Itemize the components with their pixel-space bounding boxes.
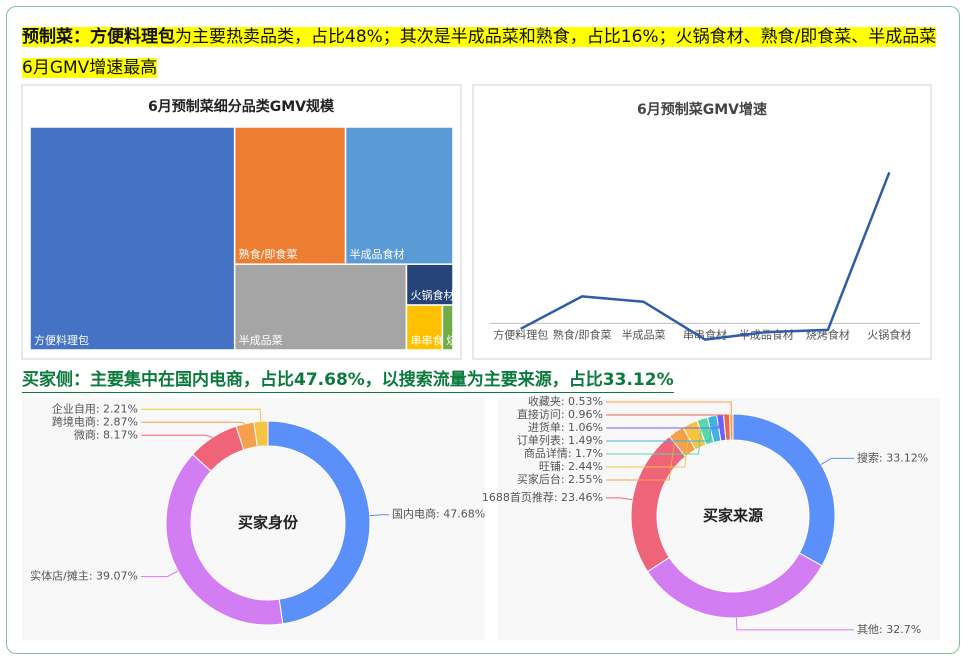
leader-line [141, 434, 213, 438]
treemap-cell [405, 304, 444, 351]
leader-line [141, 408, 262, 422]
x-tick-label: 熟食/即食菜 [553, 327, 612, 341]
donut-title: 买家身份 [238, 514, 299, 532]
leader-line [141, 570, 179, 578]
data-label: 进货单: 1.06% [528, 420, 603, 434]
treemap-label: 串串食材 [410, 333, 454, 347]
frame [6, 6, 960, 654]
data-label: 1688首页推荐: 23.46% [482, 490, 603, 504]
leader-line [820, 457, 854, 465]
x-tick-label: 方便料理包 [493, 327, 548, 341]
treemap-label: 烧烤食材 [446, 333, 490, 347]
leader-line [606, 401, 732, 415]
treemap-cell [29, 126, 236, 351]
chart-title: 6月预制菜细分品类GMV规模 [148, 98, 335, 115]
data-label: 买家后台: 2.55% [517, 472, 603, 486]
data-label: 实体店/摊主: 39.07% [30, 569, 138, 583]
data-label: 其他: 32.7% [857, 623, 921, 636]
data-label: 国内电商: 47.68% [392, 507, 485, 521]
data-label: 搜索: 33.12% [857, 450, 928, 464]
leader-line [369, 514, 389, 517]
x-tick-label: 半成品菜 [622, 327, 666, 341]
treemap-label: 半成品食材 [350, 247, 405, 261]
data-label: 旺铺: 2.44% [539, 460, 603, 473]
treemap-cell [233, 263, 408, 351]
treemap-label: 半成品菜 [239, 333, 283, 347]
leader-line [735, 617, 854, 631]
leader-line [606, 423, 691, 468]
treemap-cell [441, 304, 454, 351]
data-label: 跨境电商: 2.87% [52, 414, 138, 428]
data-label: 商品详情: 1.7% [524, 446, 603, 460]
treemap-label: 方便料理包 [34, 333, 89, 347]
data-label: 直接访问: 0.96% [517, 407, 603, 421]
data-label: 订单列表: 1.49% [517, 433, 603, 447]
data-label: 微商: 8.17% [74, 427, 138, 441]
x-tick-label: 火锅食材 [867, 327, 911, 341]
headline: 预制菜：方便料理包为主要热卖品类，占比48%；其次是半成品菜和熟食，占比16%；… [22, 22, 947, 84]
donut-slice [267, 420, 371, 625]
leader-line [606, 416, 713, 442]
treemap-cell [233, 126, 347, 265]
treemap-label: 熟食/即食菜 [239, 247, 298, 261]
treemap-label: 火锅食材 [410, 288, 454, 302]
treemap-cell [344, 126, 454, 265]
data-label: 收藏夹: 0.53% [528, 394, 603, 408]
leader-line [606, 413, 727, 416]
line [520, 171, 891, 341]
donut-slice [729, 413, 734, 441]
leader-line [606, 497, 633, 501]
leader-line [606, 418, 703, 455]
section-title: 买家侧：主要集中在国内电商，占比47.68%，以搜索流量为主要来源，占比33.1… [22, 368, 674, 393]
leader-line [141, 421, 246, 425]
data-label: 企业自用: 2.21% [52, 401, 138, 415]
headline-bold: 预制菜：方便料理包 [22, 27, 175, 47]
leader-line [606, 431, 677, 481]
chart-title: 6月预制菜GMV增速 [637, 101, 767, 118]
donut-title: 买家来源 [703, 507, 763, 525]
donut-slice [253, 420, 269, 448]
leader-line [606, 414, 721, 429]
